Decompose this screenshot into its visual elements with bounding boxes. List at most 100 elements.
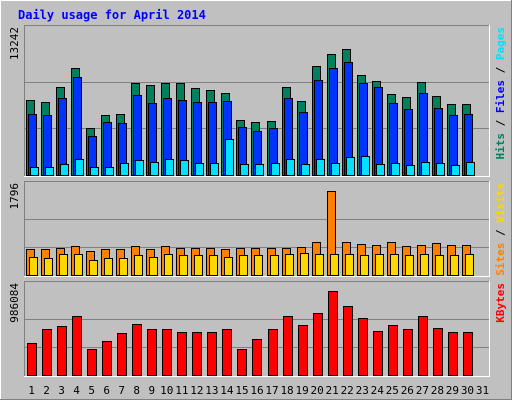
legend-visitors: Sites / Visits — [494, 183, 507, 276]
bar-sites-day-24 — [375, 254, 384, 276]
bar-pages-day-9 — [150, 162, 159, 176]
x-tick-label: 28 — [431, 384, 444, 397]
x-tick-label: 18 — [280, 384, 293, 397]
legend-entry: Files — [494, 80, 507, 113]
bar-kbytes-day-28 — [433, 328, 443, 376]
bar-kbytes-day-29 — [448, 332, 458, 376]
bar-kbytes-day-4 — [72, 316, 82, 376]
bar-pages-day-4 — [75, 159, 84, 176]
x-tick-label: 23 — [356, 384, 369, 397]
bar-pages-day-7 — [120, 163, 129, 176]
x-tick-label: 22 — [341, 384, 354, 397]
bar-sites-day-17 — [270, 255, 279, 276]
bar-pages-day-21 — [331, 163, 340, 176]
x-tick-label: 8 — [133, 384, 140, 397]
bar-kbytes-day-27 — [418, 316, 428, 376]
bar-pages-day-19 — [301, 164, 310, 176]
bar-sites-day-26 — [405, 255, 414, 276]
legend-entry: Visits — [494, 183, 507, 223]
bar-pages-day-17 — [271, 163, 280, 176]
bar-pages-day-11 — [180, 160, 189, 176]
bar-kbytes-day-8 — [132, 324, 142, 376]
bar-kbytes-day-2 — [42, 329, 52, 376]
bar-kbytes-day-30 — [463, 332, 473, 376]
bar-kbytes-day-14 — [222, 329, 232, 376]
chart-title: Daily usage for April 2014 — [18, 8, 206, 22]
y-max-label: 1796 — [8, 183, 21, 210]
bar-pages-day-13 — [210, 163, 219, 176]
bar-pages-day-28 — [436, 163, 445, 176]
bar-pages-day-2 — [45, 167, 54, 176]
x-tick-label: 30 — [461, 384, 474, 397]
bar-pages-day-14 — [225, 139, 234, 176]
x-tick-label: 27 — [416, 384, 429, 397]
x-axis-labels: 1 2 3 4 5 6 7 8 9 10 11 12 13 14 15 16 17 18 19 20 21 22 23 24 2… — [28, 384, 489, 397]
bar-kbytes-day-20 — [313, 313, 323, 376]
bar-kbytes-day-1 — [27, 343, 37, 376]
bar-kbytes-day-15 — [237, 349, 247, 376]
legend-entry: / — [494, 223, 507, 243]
x-tick-label: 29 — [446, 384, 459, 397]
bar-pages-day-30 — [466, 162, 475, 176]
bar-sites-day-2 — [44, 258, 53, 276]
bar-kbytes-day-21 — [328, 291, 338, 376]
bar-sites-day-25 — [390, 254, 399, 276]
bar-kbytes-day-18 — [283, 316, 293, 376]
bar-pages-day-23 — [361, 156, 370, 176]
bar-sites-day-4 — [74, 254, 83, 276]
bar-kbytes-day-23 — [358, 318, 368, 376]
legend-entry: Pages — [494, 27, 507, 60]
x-tick-label: 14 — [220, 384, 234, 397]
bar-sites-day-6 — [104, 258, 113, 276]
y-max-label: 13242 — [8, 27, 21, 60]
legend-requests: Hits / Files / Pages — [494, 27, 507, 160]
bar-sites-day-3 — [59, 254, 68, 276]
bar-kbytes-day-24 — [373, 331, 383, 376]
bar-kbytes-day-11 — [177, 332, 187, 376]
bar-pages-day-24 — [376, 164, 385, 176]
bar-sites-day-20 — [315, 254, 324, 276]
legend-kbytes: KBytes — [494, 283, 507, 323]
bar-sites-day-10 — [164, 254, 173, 276]
bar-pages-day-5 — [90, 167, 99, 176]
bar-kbytes-day-13 — [207, 332, 217, 376]
bar-pages-day-1 — [30, 167, 39, 176]
bar-sites-day-28 — [435, 255, 444, 276]
x-tick-label: 11 — [175, 384, 188, 397]
bar-sites-day-22 — [345, 254, 354, 276]
x-tick-label: 31 — [476, 384, 489, 397]
x-tick-label: 13 — [205, 384, 218, 397]
bar-sites-day-16 — [254, 255, 263, 276]
bar-kbytes-day-26 — [403, 329, 413, 376]
bar-kbytes-day-16 — [252, 339, 262, 376]
bar-sites-day-30 — [465, 254, 474, 276]
x-tick-label: 19 — [295, 384, 308, 397]
bar-pages-day-3 — [60, 164, 69, 176]
x-tick-label: 16 — [250, 384, 263, 397]
bar-pages-day-10 — [165, 159, 174, 176]
x-tick-label: 21 — [326, 384, 339, 397]
x-tick-label: 26 — [401, 384, 414, 397]
x-tick-label: 6 — [103, 384, 110, 397]
legend-entry: KBytes — [494, 283, 507, 323]
bar-pages-day-27 — [421, 162, 430, 176]
legend-entry: / — [494, 60, 507, 80]
x-tick-label: 17 — [265, 384, 278, 397]
panel-requests: 13242 Hits / Files / Pages — [8, 25, 507, 177]
bar-kbytes-day-25 — [388, 325, 398, 376]
bar-kbytes-day-10 — [162, 329, 172, 376]
bar-sites-day-9 — [149, 257, 158, 276]
x-tick-label: 20 — [311, 384, 324, 397]
bar-sites-day-12 — [194, 255, 203, 276]
bar-sites-day-18 — [285, 254, 294, 276]
bar-sites-day-13 — [209, 255, 218, 276]
x-tick-label: 2 — [43, 384, 50, 397]
bar-kbytes-day-7 — [117, 333, 127, 376]
bar-pages-day-22 — [346, 157, 355, 176]
bar-sites-day-21 — [330, 254, 339, 276]
legend-entry: / — [494, 113, 507, 133]
bar-pages-day-12 — [195, 163, 204, 176]
bar-pages-day-26 — [406, 165, 415, 176]
legend-entry: Hits — [494, 133, 507, 160]
